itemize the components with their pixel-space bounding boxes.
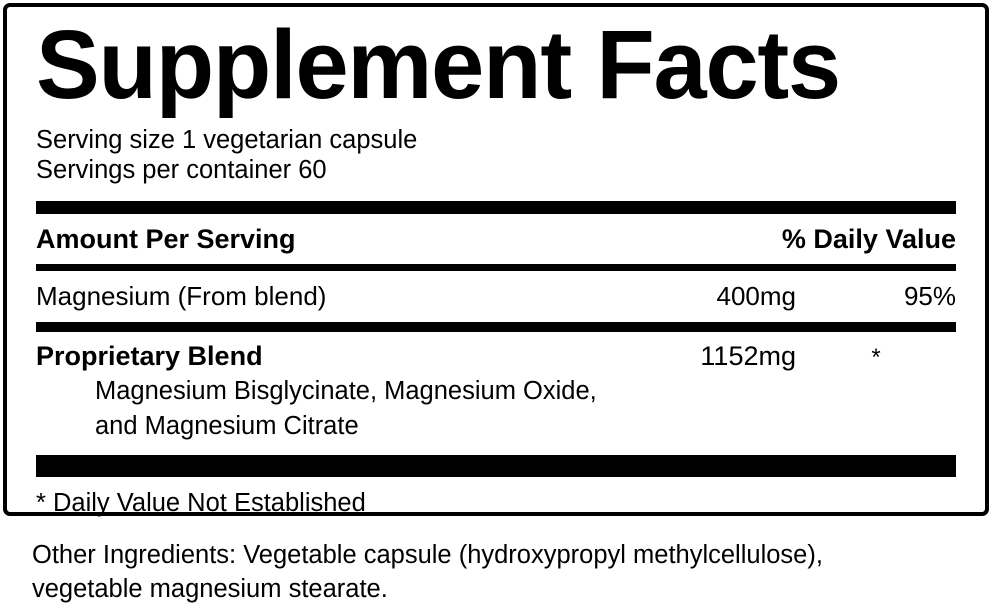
nutrient-amount: 400mg (716, 281, 797, 311)
blend-ingredient-list: Magnesium Bisglycinate, Magnesium Oxide,… (36, 372, 956, 455)
other-ingredients-line: Other Ingredients: Vegetable capsule (hy… (32, 541, 823, 569)
nutrient-daily-value: 95% (903, 281, 956, 311)
list-item: Magnesium Bisglycinate, Magnesium Oxide, (95, 377, 597, 405)
daily-value-header: % Daily Value (781, 224, 956, 254)
supplement-facts-panel: Supplement Facts Serving size 1 vegetari… (3, 3, 989, 517)
proprietary-blend-row: Proprietary Blend 1152mg * (36, 332, 956, 372)
serving-info-block: Serving size 1 vegetarian capsule Servin… (36, 125, 956, 185)
rule-blend-separator (36, 322, 956, 332)
amount-per-serving-header: Amount Per Serving (36, 224, 296, 254)
serving-size-text: Serving size 1 vegetarian capsule (36, 126, 418, 154)
proprietary-blend-daily-value: * (871, 344, 881, 371)
rule-medium-header (36, 264, 956, 271)
servings-per-container-text: Servings per container 60 (36, 156, 327, 184)
rule-thick-bottom (36, 455, 956, 477)
other-ingredients-line: vegetable magnesium stearate. (32, 575, 388, 603)
page-title: Supplement Facts (36, 10, 841, 119)
daily-value-footnote: * Daily Value Not Established (36, 489, 366, 517)
proprietary-blend-amount: 1152mg (700, 341, 796, 371)
rule-thick-top (36, 201, 956, 214)
other-ingredients-block: Other Ingredients: Vegetable capsule (hy… (32, 538, 982, 606)
table-header-row: Amount Per Serving % Daily Value (36, 214, 956, 264)
list-item: and Magnesium Citrate (95, 412, 359, 440)
nutrient-name: Magnesium (From blend) (36, 281, 327, 311)
table-row: Magnesium (From blend) 400mg 95% (36, 271, 956, 322)
proprietary-blend-name: Proprietary Blend (36, 341, 263, 371)
